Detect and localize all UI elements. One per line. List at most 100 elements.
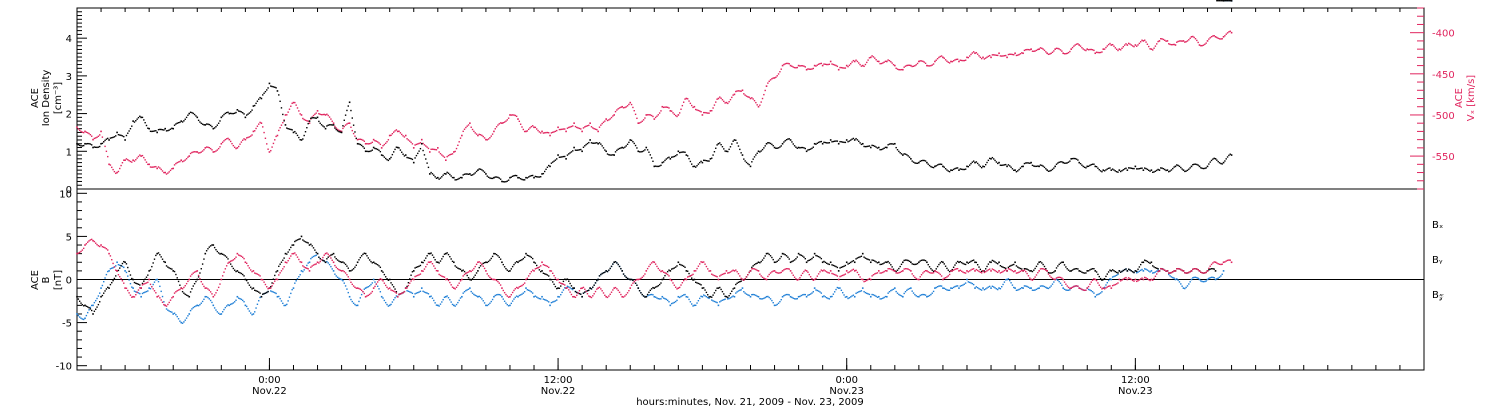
by-point (533, 295, 535, 298)
bx-point (1131, 271, 1134, 273)
vx-point (740, 90, 742, 92)
density-point (362, 145, 364, 148)
vx-point (227, 137, 229, 140)
bx-point (1134, 270, 1137, 272)
bx-point (629, 278, 632, 281)
by-point (88, 309, 90, 311)
bx-point (580, 293, 582, 295)
bx-point (980, 270, 983, 273)
by-point (515, 295, 518, 297)
bz-point (1145, 277, 1147, 279)
density-point (140, 116, 142, 119)
vx-point (1205, 42, 1207, 44)
bx-point (652, 286, 654, 289)
density-point (1174, 165, 1177, 168)
bx-point (728, 294, 730, 297)
vx-point (367, 143, 370, 145)
bx-point (255, 290, 257, 292)
bz-point (712, 274, 714, 276)
density-point (573, 146, 575, 149)
bz-point (435, 269, 438, 272)
bx-point (248, 284, 251, 286)
density-point (172, 127, 175, 130)
bz-point (136, 291, 138, 294)
vx-point (978, 55, 980, 57)
bx-point (1110, 270, 1113, 272)
by-point (877, 295, 880, 298)
bz-point (394, 291, 396, 293)
vx-point (294, 101, 296, 104)
density-point (155, 130, 157, 132)
density-point (1073, 157, 1075, 160)
bz-point (1194, 268, 1197, 270)
bx-point (578, 292, 581, 295)
bz-point (376, 281, 379, 283)
density-point (1099, 170, 1102, 172)
bz-point (1153, 277, 1155, 280)
density-point (209, 124, 212, 127)
bx-point (1069, 270, 1071, 272)
vx-point (705, 112, 708, 114)
vx-point (916, 62, 919, 65)
density-point (922, 159, 924, 162)
vx-point (1095, 51, 1098, 53)
bx-point (646, 293, 649, 296)
vx-point (1149, 48, 1151, 50)
vx-point (390, 134, 392, 137)
bx-point (259, 292, 261, 294)
by-point (1214, 278, 1217, 281)
bx-point (788, 258, 790, 260)
bz-point (950, 270, 952, 272)
bx-point (661, 278, 664, 281)
bx-point (879, 263, 881, 266)
bz-point (548, 266, 550, 269)
bz-point (167, 303, 169, 306)
by-point (800, 294, 802, 297)
bx-point (495, 253, 498, 256)
density-point (596, 142, 598, 144)
by-point (974, 287, 976, 289)
vx-point (90, 135, 93, 137)
by-point (556, 299, 558, 301)
bz-point (640, 277, 642, 280)
vx-point (936, 57, 939, 60)
bz-point (1099, 286, 1102, 288)
density-point (600, 143, 602, 145)
bz-point (863, 280, 865, 283)
vx-point (545, 131, 547, 134)
bz-point (437, 270, 439, 272)
density-point (617, 148, 619, 150)
density-point (749, 165, 752, 168)
vx-point (502, 122, 504, 124)
bz-point (478, 261, 480, 263)
bx-point (903, 259, 905, 262)
bx-point (1103, 278, 1106, 280)
bz-point (649, 263, 651, 266)
bx-point (657, 285, 659, 287)
vx-point (160, 168, 162, 171)
bz-point (699, 263, 701, 265)
by-point (788, 294, 790, 296)
bz-point (584, 288, 586, 290)
vx-point (715, 101, 717, 103)
by-point (511, 300, 514, 302)
density-point (761, 148, 764, 151)
bz-point (320, 258, 323, 261)
density-point (815, 143, 817, 145)
bx-point (339, 261, 341, 263)
by-point (924, 294, 927, 296)
vx-point (1031, 50, 1034, 52)
bx-point (645, 295, 648, 298)
bx-point (90, 309, 93, 312)
by-point (420, 287, 423, 289)
bz-point (1093, 278, 1095, 280)
density-point (402, 153, 404, 155)
by-point (363, 288, 366, 290)
vx-point (236, 147, 239, 149)
density-point (672, 156, 674, 158)
density-point (939, 163, 941, 165)
bx-point (1210, 268, 1213, 270)
bz-point (588, 295, 590, 297)
bz-point (576, 294, 578, 297)
vx-point (696, 109, 698, 111)
